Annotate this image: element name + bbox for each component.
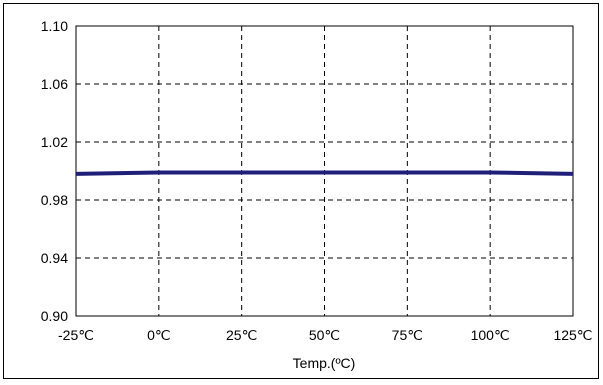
- x-tick-label: 0℃: [147, 327, 171, 343]
- y-tick-label: 1.06: [41, 76, 68, 92]
- y-tick-label: 0.94: [41, 250, 68, 266]
- chart-svg: 0.90 0.94 0.98 1.02 1.06 1.10 -25℃ 0℃ 25℃ 50℃ 75℃…: [41, 18, 593, 371]
- x-axis-title: Temp.(ºC): [293, 355, 356, 371]
- series-line: [75, 170, 574, 176]
- y-tick-label: 1.02: [41, 134, 68, 150]
- series-layer: [75, 170, 574, 176]
- y-tick-label: 1.10: [41, 18, 68, 34]
- x-tick-labels: -25℃ 0℃ 25℃ 50℃ 75℃ 100℃ 125℃: [58, 327, 593, 343]
- x-tick-label: 75℃: [392, 327, 423, 343]
- y-tick-label: 0.90: [41, 308, 68, 324]
- x-tick-label: 125℃: [553, 327, 592, 343]
- x-tick-label: 25℃: [226, 327, 257, 343]
- x-tick-label: -25℃: [58, 327, 94, 343]
- x-tick-label: 100℃: [471, 327, 510, 343]
- y-tick-label: 0.98: [41, 192, 68, 208]
- x-tick-label: 50℃: [309, 327, 340, 343]
- y-tick-labels: 0.90 0.94 0.98 1.02 1.06 1.10: [41, 18, 68, 324]
- chart-frame: 0.90 0.94 0.98 1.02 1.06 1.10 -25℃ 0℃ 25℃ 50℃ 75℃…: [3, 3, 599, 379]
